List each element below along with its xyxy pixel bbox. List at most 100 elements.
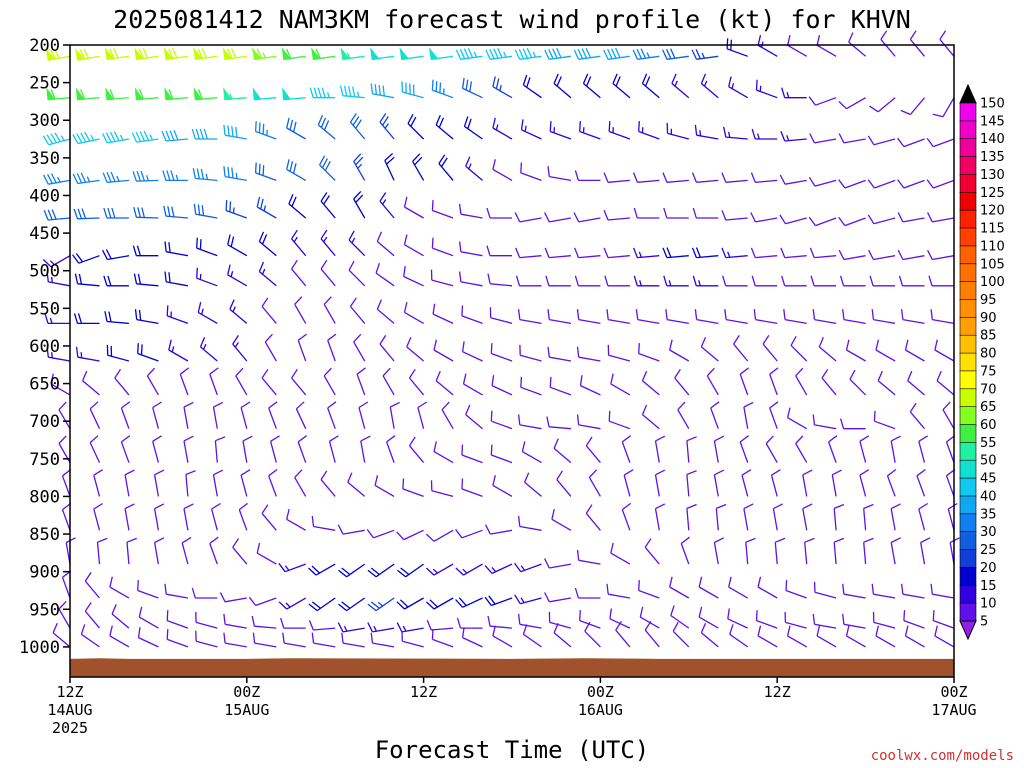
wind-barb: [106, 344, 130, 362]
wind-barb: [786, 625, 808, 648]
plot-frame: [69, 44, 955, 678]
wind-barb: [573, 47, 601, 60]
wind-barb: [146, 367, 159, 396]
wind-barb: [686, 470, 697, 497]
x-axis-label: Forecast Time (UTC): [375, 736, 650, 764]
wind-barb: [291, 368, 307, 396]
colorbar-swatch: [959, 567, 977, 587]
wind-barb: [137, 580, 159, 599]
wind-barb: [295, 401, 307, 429]
wind-barb: [389, 401, 400, 429]
wind-barb: [520, 119, 542, 140]
wind-barb: [258, 261, 277, 287]
wind-barb: [926, 179, 955, 189]
wind-barb: [46, 271, 71, 287]
colorbar-swatch: [959, 442, 977, 462]
wind-barb: [461, 77, 483, 99]
wind-barb: [783, 309, 807, 325]
wind-barb: [308, 597, 336, 612]
colorbar-label: 105: [980, 257, 1005, 272]
colorbar-label: 25: [980, 543, 997, 558]
colorbar-min-arrow: [959, 620, 977, 641]
wind-barb: [654, 435, 666, 463]
wind-barb: [644, 620, 660, 648]
time-tick-label: 00Z: [233, 683, 260, 701]
wind-barb: [347, 472, 366, 497]
wind-barb: [604, 275, 630, 287]
wind-barb: [238, 502, 248, 531]
wind-barb: [417, 401, 428, 429]
wind-barb: [317, 115, 336, 140]
wind-barb: [932, 610, 955, 629]
wind-barb: [873, 410, 896, 430]
wind-barb: [721, 172, 748, 183]
wind-barb: [120, 435, 131, 463]
wind-barb: [433, 441, 454, 464]
wind-barb: [632, 48, 660, 60]
wind-barb: [432, 303, 454, 324]
wind-barb: [58, 401, 71, 430]
wind-barb: [926, 137, 955, 148]
wind-barb: [210, 502, 221, 531]
wind-barb: [486, 207, 512, 219]
pressure-tick-label: 700: [29, 412, 60, 432]
wind-barb: [74, 273, 100, 287]
wind-barb: [291, 229, 307, 257]
wind-barb: [406, 337, 425, 362]
wind-barb: [384, 153, 395, 181]
wind-barb: [134, 309, 159, 325]
wind-barb: [521, 441, 542, 464]
wind-barb: [341, 632, 365, 648]
wind-barb: [934, 339, 955, 362]
wind-barb: [869, 275, 896, 287]
wind-barb: [291, 259, 307, 287]
wind-barb: [691, 49, 719, 60]
wind-barb: [72, 172, 100, 185]
time-tick-label: 12Z: [764, 683, 791, 701]
wind-barb: [492, 159, 513, 181]
time-tick-label: 2025: [52, 719, 88, 737]
wind-barb: [223, 87, 247, 101]
wind-barb: [916, 468, 926, 497]
wind-barb: [723, 126, 748, 140]
wind-barb: [375, 262, 395, 287]
wind-barb: [407, 113, 425, 140]
wind-barb: [743, 401, 754, 429]
wind-barb: [153, 537, 165, 565]
wind-barb: [256, 542, 277, 565]
wind-barb: [379, 192, 395, 219]
wind-barb: [812, 613, 837, 629]
wind-barb: [833, 503, 845, 531]
wind-barb: [455, 47, 483, 60]
pressure-tick-label: 850: [29, 525, 60, 545]
wind-barb: [319, 155, 336, 181]
wind-barb: [323, 367, 336, 396]
wind-barb: [370, 83, 395, 99]
wind-barb: [949, 537, 960, 565]
wind-barb: [254, 162, 277, 182]
wind-barb: [430, 480, 454, 498]
wind-barb: [900, 309, 925, 325]
wind-barb: [686, 436, 697, 463]
wind-barb: [514, 212, 542, 223]
wind-barb: [869, 97, 896, 113]
wind-barb: [308, 563, 336, 576]
wind-barb: [209, 536, 219, 565]
wind-barb: [812, 309, 837, 325]
wind-barb: [898, 275, 925, 287]
wind-barb: [713, 537, 725, 565]
wind-barb: [519, 344, 542, 362]
wind-barb: [492, 625, 513, 648]
wind-barb: [311, 47, 336, 61]
wind-barb: [82, 370, 100, 396]
wind-barb: [809, 247, 837, 259]
wind-barb: [124, 503, 135, 531]
colorbar-label: 115: [980, 222, 1005, 237]
wind-barb: [93, 502, 104, 531]
wind-barb: [849, 369, 867, 396]
wind-barb: [408, 368, 425, 396]
wind-barb: [609, 608, 631, 629]
wind-barb: [863, 503, 874, 531]
